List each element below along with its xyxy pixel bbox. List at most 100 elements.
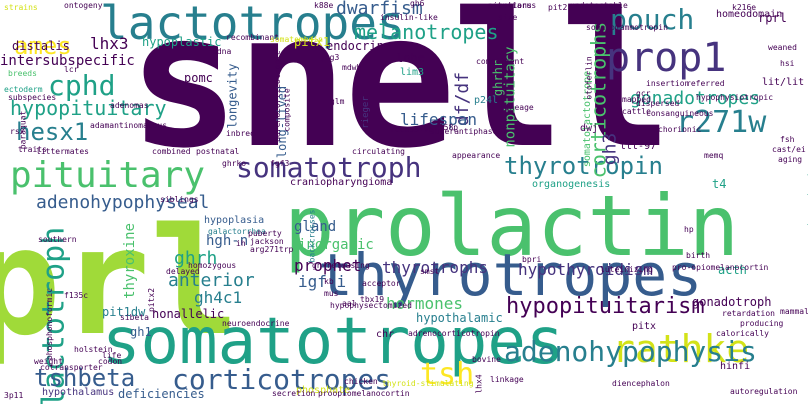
word: lineage: [500, 103, 534, 112]
word: dwj: [580, 123, 599, 134]
word: nonallelic: [152, 307, 225, 321]
word: p24l: [474, 95, 499, 106]
word: lcr: [64, 65, 79, 74]
word: hesx1: [16, 118, 89, 146]
word: phosphate: [296, 385, 351, 396]
word: postnatal: [196, 147, 240, 156]
word: subspecies: [8, 93, 57, 102]
word: adenohypophysis: [504, 335, 757, 368]
word: k88e: [314, 1, 334, 10]
word: delayed: [166, 267, 200, 276]
word: lim3: [400, 67, 425, 78]
word: recessive: [390, 125, 434, 134]
word: lifespan: [400, 110, 478, 129]
word: codon: [98, 357, 123, 366]
word: diencephalon: [612, 379, 670, 388]
word: adenomas: [110, 101, 149, 110]
word: sibeta: [120, 313, 149, 322]
word: adamantinomatous: [90, 121, 168, 130]
word: hgh-n: [206, 233, 249, 249]
word: distalis: [12, 39, 70, 53]
word: lhx4: [474, 374, 484, 394]
word: gh4c1: [194, 288, 243, 307]
word: kb: [324, 277, 334, 286]
word: puberty: [248, 229, 282, 238]
word: referred: [686, 79, 725, 88]
word: rieger: [360, 96, 371, 129]
word: producing: [740, 319, 784, 328]
word: somatomammotropin: [586, 23, 668, 32]
word: homozygous: [188, 261, 237, 270]
word: fsh: [780, 135, 795, 144]
word: appearance: [452, 151, 501, 160]
word: thyroxine: [121, 223, 138, 299]
word: bovine: [472, 355, 501, 364]
word: t4: [712, 177, 727, 191]
word: insulin-like: [380, 13, 438, 22]
word: smst: [420, 267, 440, 276]
word: pituitarus: [488, 1, 537, 10]
word: f135c: [64, 291, 89, 300]
word: pituitary: [10, 155, 206, 196]
word: lhx3: [90, 34, 129, 53]
word: linkage: [490, 375, 524, 384]
word: thyroid-stimulating: [382, 379, 474, 388]
word: combined: [152, 147, 191, 156]
word: southern: [38, 235, 77, 244]
word: gonadotropes: [630, 88, 761, 109]
word: aging: [778, 155, 803, 164]
word: weaned: [768, 43, 797, 52]
word: cotransporter: [40, 363, 103, 372]
word: lobe: [396, 51, 425, 65]
word: gonadotroph: [692, 295, 772, 309]
word: pit2: [548, 3, 568, 12]
word: somatotroph: [236, 151, 422, 184]
word: organogenesis: [532, 179, 611, 190]
word: fgf3: [270, 159, 290, 168]
word: consanguineous: [646, 109, 714, 118]
word: chorionic: [658, 125, 702, 134]
word: superantiphaseal: [430, 127, 508, 136]
word: prolactin: [284, 177, 740, 275]
word: size: [498, 13, 518, 22]
word: siblings: [160, 195, 199, 204]
word: pitx2: [147, 287, 157, 313]
word: anterior: [168, 270, 255, 291]
word: pitx1: [294, 35, 331, 49]
word: thyrotropes: [318, 241, 703, 309]
word: gland: [294, 219, 337, 235]
word: hinfi: [720, 361, 751, 372]
word: ttt-97: [620, 141, 657, 152]
word: dwarfism: [336, 0, 423, 19]
word: commitment: [476, 57, 525, 66]
word: prl: [0, 196, 240, 368]
word: jackson: [250, 237, 284, 246]
word: inbred: [226, 129, 255, 138]
word: luteinizing: [600, 265, 653, 274]
word: craniopharyngioma: [290, 177, 393, 188]
word: traits: [18, 145, 47, 154]
word: pouch: [610, 3, 695, 36]
word: hormones: [386, 294, 464, 313]
word: memq: [704, 151, 724, 160]
word: adenohypophyseal: [36, 192, 210, 213]
word: cattle: [622, 107, 651, 116]
word: chicken: [344, 377, 378, 386]
word: mapped: [622, 95, 651, 104]
word: adrenocorticotropin: [408, 329, 500, 338]
word: chr: [376, 329, 395, 340]
word: backcrosses: [307, 209, 317, 263]
word: lactotropes: [100, 0, 405, 50]
word: pit1dw: [102, 305, 146, 319]
word: proopiomelanocortin: [318, 389, 410, 398]
word: phosphonoformic: [45, 287, 55, 361]
word: holstein: [74, 345, 113, 354]
word: ih: [236, 239, 246, 248]
word: pitx: [632, 321, 657, 332]
word: thyrotrophs: [382, 258, 488, 277]
word: gh-releasing: [312, 261, 370, 270]
word: acth: [718, 263, 747, 277]
word: ames: [14, 32, 72, 60]
word: mdwh: [342, 63, 362, 72]
